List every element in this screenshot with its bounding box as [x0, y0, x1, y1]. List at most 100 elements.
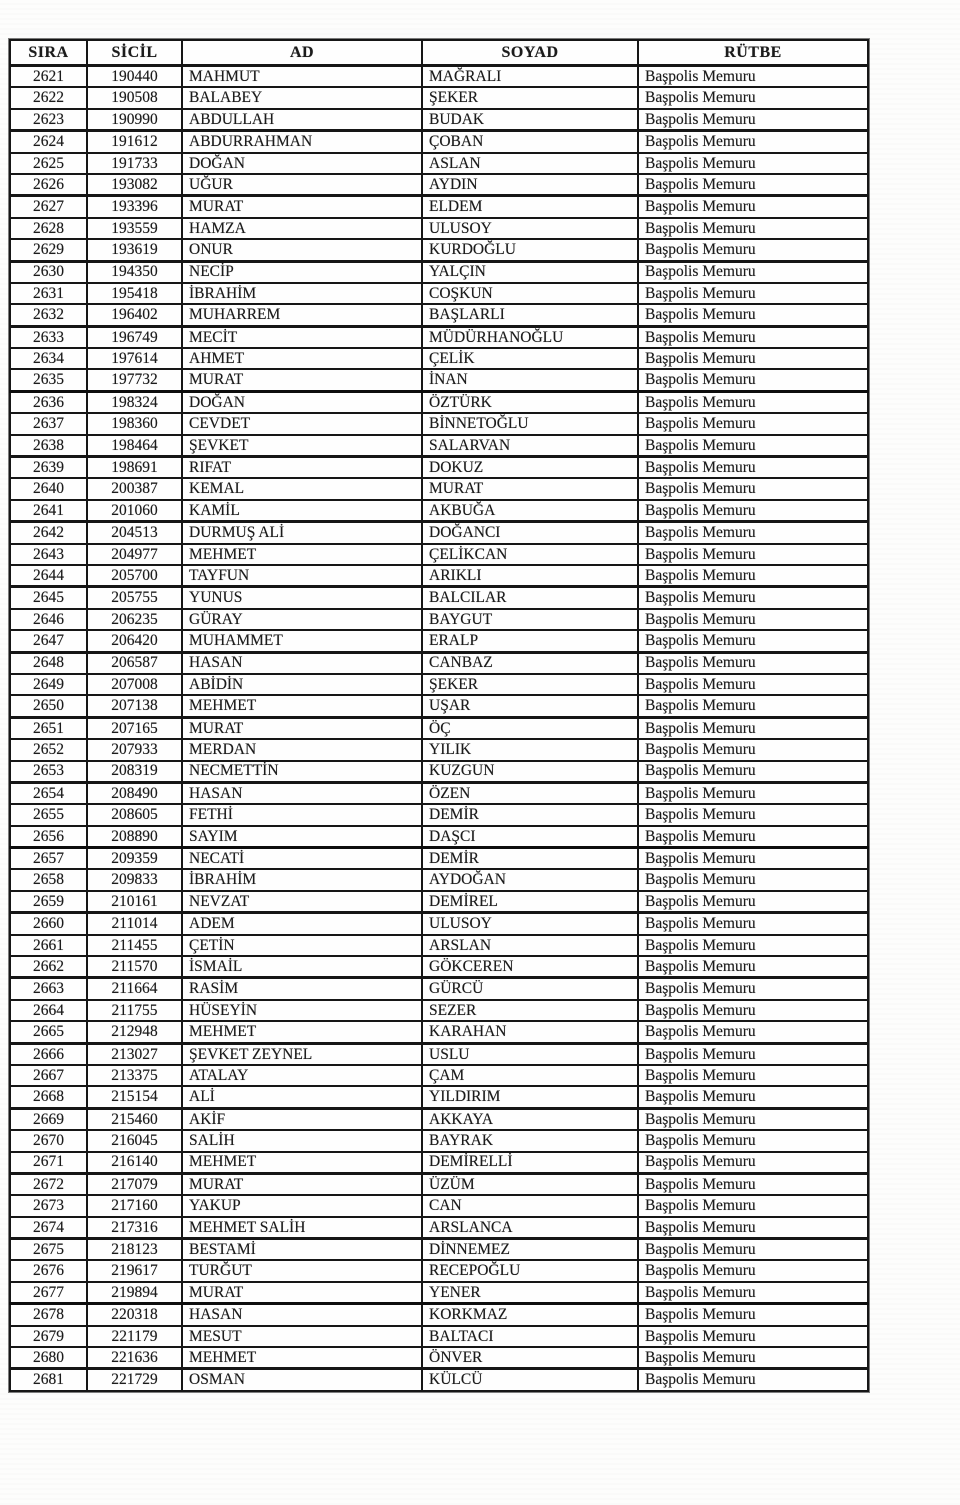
cell-sicil: 216045	[86, 1129, 183, 1153]
cell-rutbe: Başpolis Memuru	[637, 955, 869, 979]
cell-ad: UĞUR	[181, 172, 423, 197]
cell-soyad: ARIKLI	[421, 563, 639, 588]
table-row: 2645 205755 YUNUS BALCILAR Başpolis Memuru	[9, 585, 869, 610]
cell-sira: 2668	[9, 1085, 88, 1110]
header-soyad: SOYAD	[421, 39, 639, 67]
cell-sira: 2653	[9, 759, 88, 784]
cell-ad: HÜSEYİN	[181, 998, 423, 1023]
table-row: 2655 208605 FETHİ DEMİR Başpolis Memuru	[9, 803, 869, 827]
cell-sira: 2626	[9, 172, 88, 197]
cell-rutbe: Başpolis Memuru	[637, 629, 869, 654]
table-header: SIRA SİCİL AD SOYAD RÜTBE	[9, 39, 869, 67]
cell-sira: 2629	[9, 238, 88, 263]
cell-sicil: 197614	[86, 347, 183, 371]
cell-sicil: 197732	[86, 368, 183, 393]
cell-sira: 2641	[9, 498, 88, 523]
cell-ad: MURAT	[181, 194, 423, 219]
cell-sicil: 210161	[86, 889, 183, 914]
cell-sira: 2647	[9, 629, 88, 654]
table-row: 2624 191612 ABDURRAHMAN ÇOBAN Başpolis Memur…	[9, 129, 869, 154]
cell-ad: SALİH	[181, 1129, 423, 1153]
header-row: SIRA SİCİL AD SOYAD RÜTBE	[9, 39, 869, 67]
cell-rutbe: Başpolis Memuru	[637, 64, 869, 89]
cell-sicil: 204513	[86, 520, 183, 545]
cell-rutbe: Başpolis Memuru	[637, 1129, 869, 1153]
cell-sira: 2674	[9, 1215, 88, 1240]
table-row: 2654 208490 HASAN ÖZEN Başpolis Memuru	[9, 780, 869, 806]
cell-sira: 2645	[9, 585, 88, 610]
table-row: 2644 205700 TAYFUN ARIKLI Başpolis Memuru	[9, 563, 869, 588]
cell-soyad: DEMİR	[421, 803, 639, 827]
cell-rutbe: Başpolis Memuru	[637, 911, 869, 936]
cell-soyad: KURDOĞLU	[421, 238, 639, 263]
cell-rutbe: Başpolis Memuru	[637, 520, 869, 545]
cell-sira: 2651	[9, 715, 88, 741]
cell-sira: 2657	[9, 846, 88, 871]
cell-sira: 2667	[9, 1063, 88, 1088]
cell-sira: 2677	[9, 1280, 88, 1305]
cell-rutbe: Başpolis Memuru	[637, 151, 869, 175]
cell-sicil: 217316	[86, 1215, 183, 1240]
cell-ad: MEHMET	[181, 1150, 423, 1175]
cell-rutbe: Başpolis Memuru	[637, 1020, 869, 1045]
cell-sicil: 221729	[86, 1367, 183, 1392]
cell-rutbe: Başpolis Memuru	[637, 607, 869, 632]
cell-sicil: 206235	[86, 607, 183, 632]
cell-sicil: 198324	[86, 389, 183, 415]
table-row: 2661 211455 ÇETİN ARSLAN Başpolis Memuru	[9, 933, 869, 958]
cell-sira: 2680	[9, 1346, 88, 1370]
table-row: 2672 217079 MURAT ÜZÜM Başpolis Memuru	[9, 1171, 869, 1197]
cell-sira: 2643	[9, 542, 88, 567]
cell-sicil: 217160	[86, 1194, 183, 1218]
cell-soyad: GÜRCÜ	[421, 976, 639, 1001]
cell-rutbe: Başpolis Memuru	[637, 1215, 869, 1240]
cell-sicil: 211755	[86, 998, 183, 1023]
cell-sira: 2635	[9, 368, 88, 393]
header-sira: SIRA	[9, 39, 88, 67]
cell-soyad: ÖZTÜRK	[421, 389, 639, 415]
cell-ad: BALABEY	[181, 86, 423, 110]
cell-sicil: 217079	[86, 1171, 183, 1197]
cell-ad: HAMZA	[181, 216, 423, 241]
cell-soyad: ASLAN	[421, 151, 639, 175]
cell-soyad: CAN	[421, 1194, 639, 1218]
cell-sira: 2639	[9, 455, 88, 480]
cell-soyad: AKBUĞA	[421, 498, 639, 523]
cell-sira: 2659	[9, 889, 88, 914]
cell-sira: 2623	[9, 107, 88, 132]
cell-sicil: 193082	[86, 172, 183, 197]
cell-soyad: İNAN	[421, 368, 639, 393]
cell-rutbe: Başpolis Memuru	[637, 281, 869, 306]
cell-soyad: ŞEKER	[421, 672, 639, 697]
table-row: 2627 193396 MURAT ELDEM Başpolis Memuru	[9, 194, 869, 219]
table-row: 2637 198360 CEVDET BİNNETOĞLU Başpolis Memur…	[9, 412, 869, 436]
table-row: 2643 204977 MEHMET ÇELİKCAN Başpolis Memuru	[9, 542, 869, 567]
cell-ad: HASAN	[181, 650, 423, 675]
table-row: 2657 209359 NECATİ DEMİR Başpolis Memuru	[9, 846, 869, 871]
cell-sira: 2650	[9, 694, 88, 719]
table-row: 2648 206587 HASAN CANBAZ Başpolis Memuru	[9, 650, 869, 675]
cell-soyad: BAYRAK	[421, 1129, 639, 1153]
cell-rutbe: Başpolis Memuru	[637, 1302, 869, 1327]
personnel-table: SIRA SİCİL AD SOYAD RÜTBE 2621 190440 MAHM…	[9, 39, 869, 1392]
cell-ad: OSMAN	[181, 1367, 423, 1392]
cell-ad: MEHMET SALİH	[181, 1215, 423, 1240]
table-row: 2649 207008 ABİDİN ŞEKER Başpolis Memuru	[9, 672, 869, 697]
cell-soyad: RECEPOĞLU	[421, 1259, 639, 1283]
cell-ad: MEHMET	[181, 1020, 423, 1045]
cell-sira: 2630	[9, 259, 88, 284]
table-row: 2668 215154 ALİ YILDIRIM Başpolis Memuru	[9, 1085, 869, 1110]
cell-ad: NECMETTİN	[181, 759, 423, 784]
cell-sira: 2637	[9, 412, 88, 436]
cell-soyad: CANBAZ	[421, 650, 639, 675]
cell-sicil: 220318	[86, 1302, 183, 1327]
cell-rutbe: Başpolis Memuru	[637, 1280, 869, 1305]
table-row: 2670 216045 SALİH BAYRAK Başpolis Memuru	[9, 1129, 869, 1153]
table-row: 2646 206235 GÜRAY BAYGUT Başpolis Memuru	[9, 607, 869, 632]
cell-sira: 2652	[9, 738, 88, 762]
cell-soyad: ÇELİKCAN	[421, 542, 639, 567]
cell-sicil: 211014	[86, 911, 183, 936]
table-row: 2675 218123 BESTAMİ DİNNEMEZ Başpolis Memuru	[9, 1237, 869, 1262]
cell-rutbe: Başpolis Memuru	[637, 933, 869, 958]
cell-rutbe: Başpolis Memuru	[637, 477, 869, 501]
